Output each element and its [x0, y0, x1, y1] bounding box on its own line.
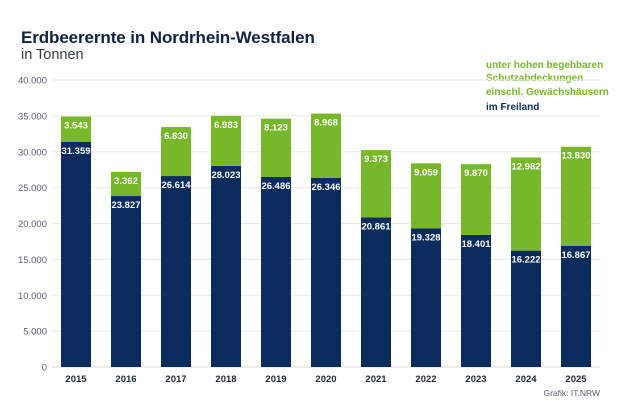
data-label-freiland: 16.867	[561, 250, 590, 261]
bar-geschuetzt	[511, 157, 541, 251]
bar-geschuetzt	[361, 150, 391, 218]
bar-geschuetzt	[61, 116, 91, 142]
bar-freiland	[511, 250, 541, 367]
data-label-freiland: 26.346	[311, 182, 340, 193]
bars: 31.359 3.543 23.827 3.362 26.614 6.830 28.023 6…	[61, 113, 591, 367]
x-tick-label: 2023	[465, 374, 486, 385]
data-label-freiland: 26.486	[261, 181, 290, 192]
y-tick-label: 40.000	[18, 76, 47, 87]
data-label-freiland: 31.359	[61, 146, 90, 157]
x-tick-label: 2021	[365, 374, 387, 385]
bar-freiland	[411, 228, 441, 367]
legend-label-line: einschl. Gewächshäusern	[486, 86, 609, 98]
source-credit: Grafik: IT.NRW	[543, 388, 600, 398]
x-tick-label: 2018	[215, 374, 236, 385]
x-tick-label: 2015	[65, 374, 87, 385]
bar-geschuetzt	[161, 127, 191, 177]
data-label-geschuetzt: 3.362	[114, 176, 138, 187]
y-axis: 0 5.000 10.000 15.000 20.000 25.000 30.000 35.0…	[18, 76, 47, 374]
y-tick-label: 35.000	[18, 111, 47, 122]
x-tick-label: 2019	[265, 374, 286, 385]
x-tick-label: 2017	[165, 374, 186, 385]
y-tick-label: 25.000	[18, 183, 47, 194]
data-label-geschuetzt: 8.123	[264, 123, 288, 134]
x-tick-label: 2016	[115, 374, 136, 385]
bar-geschuetzt	[461, 164, 491, 235]
bar-freiland	[361, 217, 391, 367]
legend: unter hohen begehbaren Schutzabdeckungen…	[486, 59, 609, 114]
data-label-freiland: 26.614	[161, 180, 191, 191]
x-tick-label: 2025	[565, 374, 587, 385]
x-tick-label: 2024	[515, 374, 537, 385]
data-label-geschuetzt: 9.059	[414, 167, 438, 178]
x-tick-label: 2022	[415, 374, 436, 385]
bar-geschuetzt	[411, 163, 441, 229]
data-label-freiland: 18.401	[461, 239, 491, 250]
data-label-freiland: 20.861	[361, 221, 391, 232]
data-label-freiland: 19.328	[411, 232, 440, 243]
x-tick-label: 2020	[315, 374, 336, 385]
data-label-geschuetzt: 12.982	[511, 161, 540, 172]
data-label-geschuetzt: 6.830	[164, 131, 188, 142]
bar-freiland	[261, 176, 291, 367]
data-label-geschuetzt: 9.373	[364, 154, 388, 165]
data-label-freiland: 23.827	[111, 200, 140, 211]
bar-geschuetzt	[261, 118, 291, 177]
bar-freiland	[111, 196, 141, 367]
x-axis: 2015 2016 2017 2018 2019 2020 2021 2022 2023 2024…	[65, 374, 587, 385]
bar-geschuetzt	[111, 171, 141, 197]
legend-label-line: unter hohen begehbaren	[486, 60, 604, 71]
data-label-geschuetzt: 13.830	[561, 151, 590, 162]
bar-freiland	[211, 165, 241, 367]
y-tick-label: 10.000	[18, 291, 47, 302]
legend-label-line: Schutzabdeckungen	[486, 73, 584, 85]
data-label-geschuetzt: 3.543	[64, 121, 88, 132]
data-label-geschuetzt: 9.870	[464, 168, 488, 179]
y-tick-label: 30.000	[18, 147, 47, 158]
legend-item-freiland: im Freiland	[486, 101, 540, 113]
bar-geschuetzt	[211, 115, 241, 166]
bar-freiland	[311, 177, 341, 367]
bar-geschuetzt	[561, 146, 591, 246]
bar-freiland	[461, 234, 491, 367]
y-tick-label: 0	[42, 363, 47, 374]
data-label-freiland: 28.023	[211, 170, 240, 181]
bar-geschuetzt	[311, 113, 341, 178]
chart-subtitle: in Tonnen	[21, 47, 84, 63]
bar-freiland	[561, 245, 591, 367]
legend-item-geschuetzt: unter hohen begehbaren Schutzabdeckungen…	[486, 59, 609, 99]
data-label-geschuetzt: 6.983	[214, 120, 238, 131]
chart-title: Erdbeerernte in Nordrhein-Westfalen	[21, 28, 315, 47]
data-label-geschuetzt: 8.968	[314, 118, 338, 129]
data-label-freiland: 16.222	[511, 255, 540, 266]
y-tick-label: 15.000	[18, 255, 47, 266]
y-tick-label: 5.000	[23, 327, 47, 338]
bar-freiland	[161, 176, 191, 367]
y-tick-label: 20.000	[18, 219, 47, 230]
bar-freiland	[61, 141, 91, 367]
